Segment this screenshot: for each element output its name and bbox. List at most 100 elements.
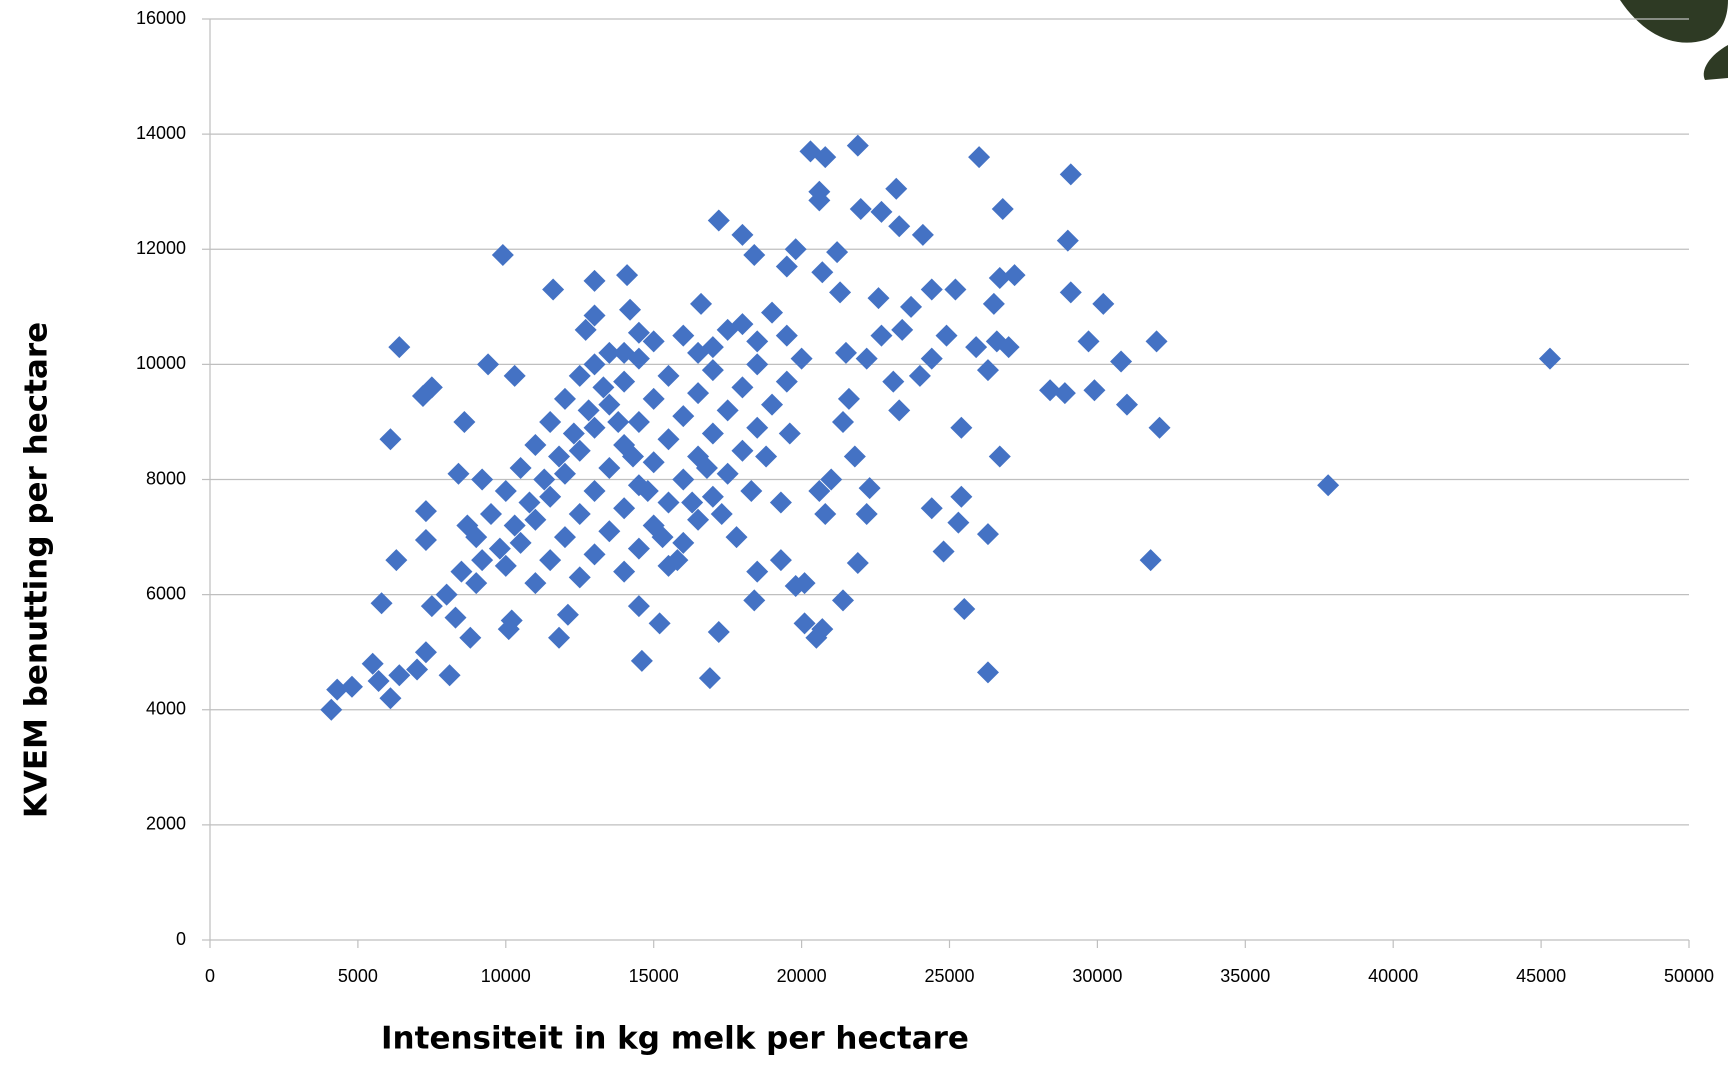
point bbox=[503, 514, 526, 537]
point bbox=[731, 439, 754, 462]
point bbox=[867, 287, 890, 310]
point bbox=[793, 572, 816, 595]
point bbox=[808, 189, 831, 212]
x-tick-label: 20000 bbox=[777, 966, 827, 986]
point bbox=[1148, 416, 1171, 439]
point bbox=[471, 468, 494, 491]
x-tick-label: 15000 bbox=[629, 966, 679, 986]
point bbox=[642, 451, 665, 474]
point bbox=[701, 359, 724, 382]
point bbox=[542, 278, 565, 301]
point bbox=[385, 549, 408, 572]
point bbox=[701, 485, 724, 508]
point bbox=[820, 468, 843, 491]
point bbox=[746, 353, 769, 376]
point bbox=[616, 264, 639, 287]
point bbox=[497, 618, 520, 641]
point bbox=[379, 687, 402, 710]
point bbox=[932, 540, 955, 563]
point bbox=[568, 439, 591, 462]
point bbox=[379, 428, 402, 451]
point bbox=[503, 364, 526, 387]
point bbox=[583, 416, 606, 439]
point bbox=[361, 652, 384, 675]
point bbox=[598, 341, 621, 364]
x-tick-label: 30000 bbox=[1072, 966, 1122, 986]
point bbox=[858, 477, 881, 500]
point bbox=[459, 626, 482, 649]
point bbox=[447, 462, 470, 485]
point bbox=[524, 433, 547, 456]
point bbox=[651, 526, 674, 549]
point bbox=[965, 336, 988, 359]
point bbox=[743, 589, 766, 612]
point bbox=[846, 134, 869, 157]
point bbox=[494, 554, 517, 577]
point bbox=[583, 480, 606, 503]
point bbox=[480, 503, 503, 526]
point bbox=[900, 295, 923, 318]
point bbox=[1077, 330, 1100, 353]
point bbox=[740, 480, 763, 503]
point bbox=[687, 508, 710, 531]
point bbox=[775, 255, 798, 278]
point bbox=[577, 399, 600, 422]
point bbox=[690, 292, 713, 315]
point bbox=[1059, 163, 1082, 186]
point bbox=[568, 503, 591, 526]
point bbox=[420, 595, 443, 618]
point bbox=[388, 664, 411, 687]
point bbox=[731, 223, 754, 246]
point bbox=[574, 318, 597, 341]
point bbox=[1039, 379, 1062, 402]
point bbox=[648, 612, 671, 635]
point bbox=[553, 387, 576, 410]
point bbox=[870, 324, 893, 347]
point bbox=[687, 382, 710, 405]
point bbox=[1145, 330, 1168, 353]
point bbox=[837, 387, 860, 410]
point bbox=[411, 385, 434, 408]
point bbox=[716, 462, 739, 485]
point bbox=[583, 269, 606, 292]
point bbox=[731, 376, 754, 399]
point bbox=[598, 456, 621, 479]
point bbox=[701, 422, 724, 445]
point bbox=[444, 606, 467, 629]
point bbox=[716, 399, 739, 422]
point bbox=[950, 416, 973, 439]
point bbox=[976, 359, 999, 382]
y-tick-label: 4000 bbox=[146, 699, 186, 719]
point bbox=[769, 549, 792, 572]
point bbox=[598, 393, 621, 416]
point bbox=[775, 370, 798, 393]
decoration-leaf bbox=[1620, 0, 1728, 43]
point bbox=[805, 626, 828, 649]
point bbox=[453, 410, 476, 433]
point bbox=[920, 347, 943, 370]
point bbox=[761, 393, 784, 416]
point bbox=[832, 589, 855, 612]
point bbox=[548, 445, 571, 468]
point bbox=[509, 531, 532, 554]
decoration-leaf bbox=[1703, 45, 1728, 80]
x-tick-label: 25000 bbox=[924, 966, 974, 986]
y-tick-label: 10000 bbox=[136, 353, 186, 373]
y-tick-label: 6000 bbox=[146, 583, 186, 603]
point bbox=[414, 528, 437, 551]
point bbox=[814, 503, 837, 526]
point bbox=[388, 336, 411, 359]
point bbox=[920, 278, 943, 301]
point bbox=[870, 200, 893, 223]
point bbox=[636, 480, 659, 503]
point bbox=[826, 241, 849, 264]
point bbox=[834, 341, 857, 364]
point bbox=[568, 364, 591, 387]
point bbox=[982, 292, 1005, 315]
point bbox=[882, 370, 905, 393]
point bbox=[849, 197, 872, 220]
point bbox=[627, 595, 650, 618]
point bbox=[1110, 350, 1133, 373]
point bbox=[1092, 292, 1115, 315]
